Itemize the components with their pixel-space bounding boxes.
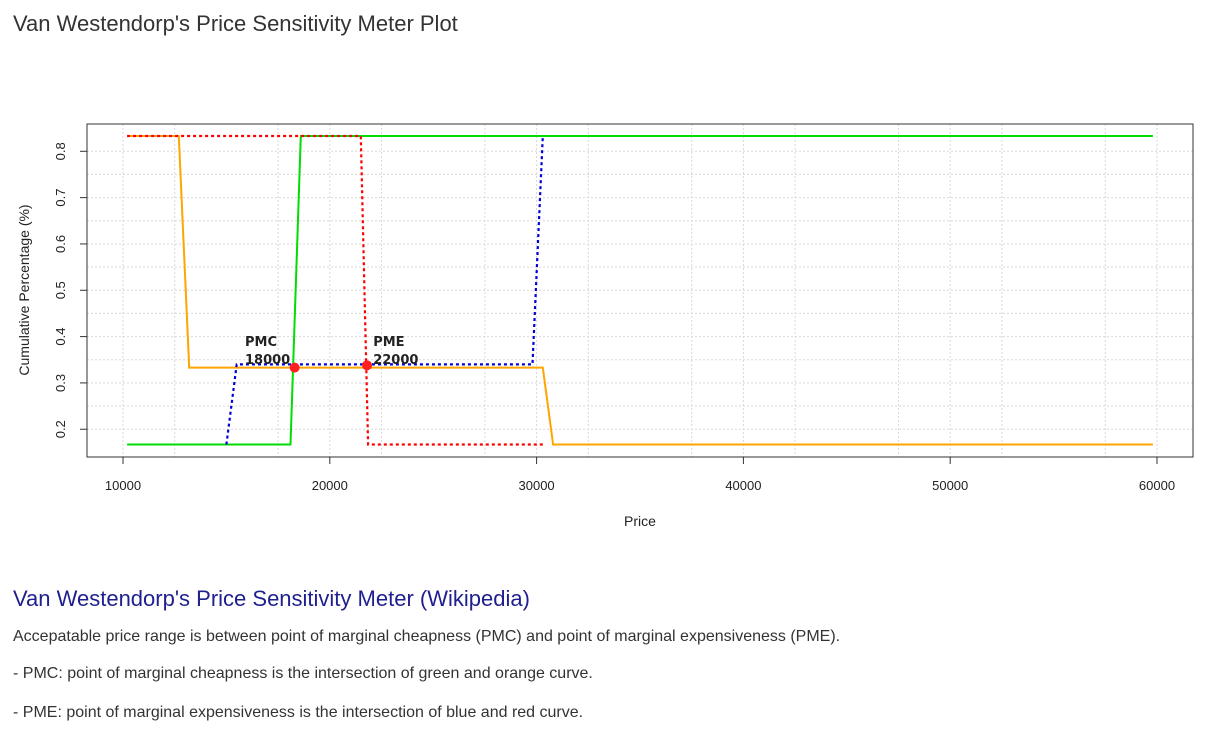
- x-tick-label: 30000: [519, 478, 555, 493]
- y-tick-label: 0.6: [53, 235, 68, 253]
- page-title: Van Westendorp's Price Sensitivity Meter…: [13, 11, 458, 36]
- series-line-2: [127, 134, 543, 446]
- series-line-1: [127, 135, 1153, 446]
- annotations: PMC 18000 PME 22000: [245, 335, 418, 373]
- annotation-value-pmc: 18000: [245, 353, 290, 368]
- annotation-label-pmc: PMC: [245, 335, 277, 350]
- x-tick-label: 20000: [312, 478, 348, 493]
- y-tick-label: 0.4: [53, 328, 68, 346]
- x-axis: 10000 20000 30000 40000 50000 60000: [105, 456, 1175, 493]
- section-title[interactable]: Van Westendorp's Price Sensitivity Meter…: [13, 586, 530, 611]
- annotation-point-pmc: [289, 362, 300, 373]
- y-axis-title: Cumulative Percentage (%): [16, 204, 32, 375]
- x-tick-label: 50000: [932, 478, 968, 493]
- x-tick-label: 60000: [1139, 478, 1175, 493]
- x-tick-label: 40000: [725, 478, 761, 493]
- y-tick-label: 0.7: [53, 189, 68, 207]
- grid: [87, 124, 1193, 457]
- y-tick-label: 0.8: [53, 142, 68, 160]
- info-paragraph-pmc: - PMC: point of marginal cheapness is th…: [13, 665, 593, 682]
- y-axis: 0.2 0.3 0.4 0.5 0.6 0.7 0.8: [53, 142, 88, 438]
- series-line-3: [225, 135, 544, 445]
- x-axis-title: Price: [624, 513, 656, 529]
- annotation-label-pme: PME: [373, 335, 404, 350]
- y-tick-label: 0.5: [53, 281, 68, 299]
- price-sensitivity-chart: PMC 18000 PME 22000 10000 20000 30000 40000 500…: [16, 123, 1194, 529]
- info-paragraph-range: Accepatable price range is between point…: [13, 628, 841, 645]
- annotation-point-pme: [362, 360, 373, 371]
- info-paragraph-pme: - PME: point of marginal expensiveness i…: [13, 704, 584, 721]
- y-tick-label: 0.3: [53, 374, 68, 392]
- x-tick-label: 10000: [105, 478, 141, 493]
- annotation-value-pme: 22000: [373, 353, 418, 368]
- y-tick-label: 0.2: [53, 420, 68, 438]
